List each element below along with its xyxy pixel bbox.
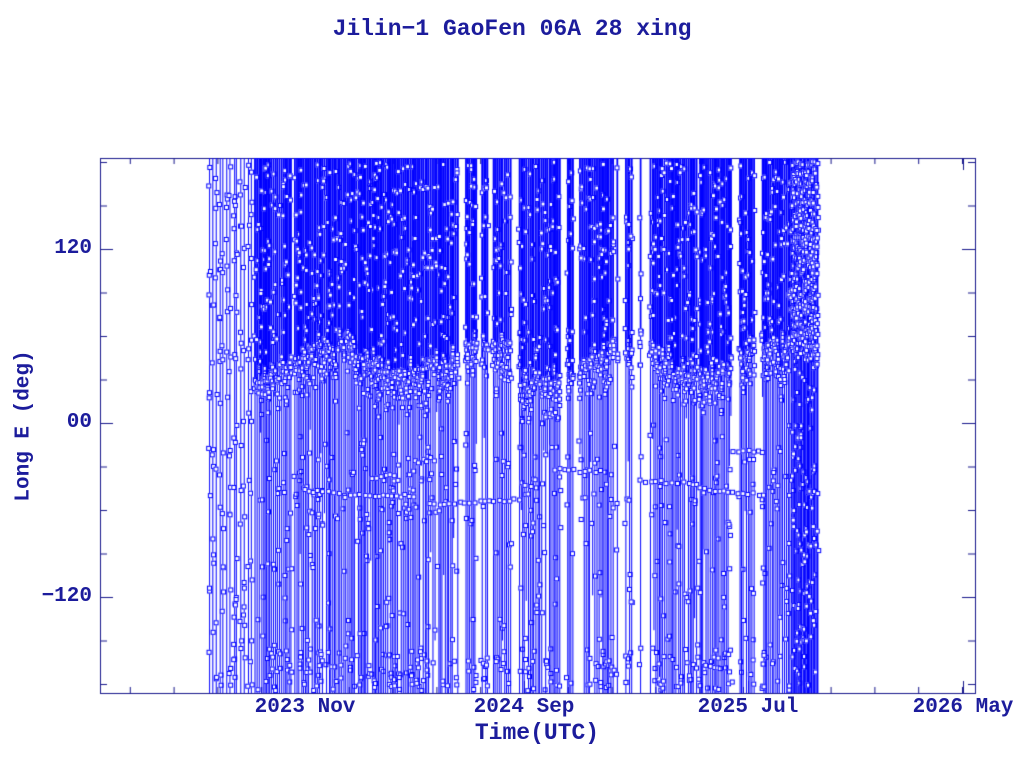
chart-title: Jilin−1 GaoFen 06A 28 xing: [332, 16, 692, 42]
x-tick-label: 2024 Sep: [473, 696, 575, 719]
x-tick-label: 2023 Nov: [254, 696, 356, 719]
x-tick-label: 2025 Jul: [697, 696, 799, 719]
y-tick-label: −120: [41, 585, 92, 608]
x-axis-label: Time(UTC): [474, 720, 600, 746]
y-tick-label: 00: [66, 411, 92, 434]
y-tick-label: 120: [54, 237, 92, 260]
x-tick-label: 2026 May: [912, 696, 1014, 719]
